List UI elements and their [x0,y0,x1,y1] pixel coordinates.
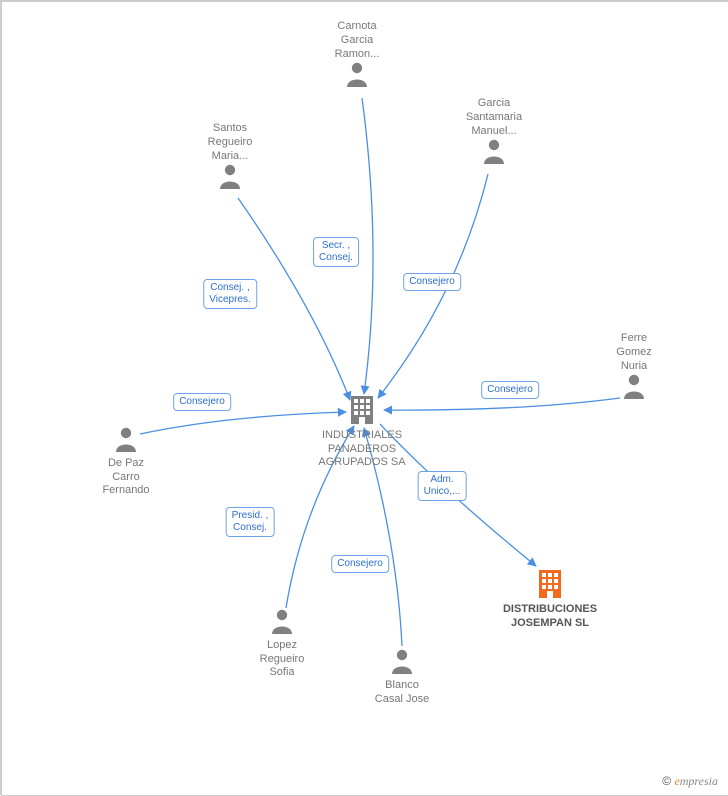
node-garcia[interactable]: Garcia Santamaria Manuel... [434,97,554,169]
edge-label-garcia-center: Consejero [403,273,461,291]
edge-label-blanco-center: Consejero [331,555,389,573]
node-label: De Paz Carro Fernando [66,457,186,498]
edge-carnota-center [362,98,373,394]
node-label: Garcia Santamaria Manuel... [434,97,554,138]
node-depaz[interactable]: De Paz Carro Fernando [66,426,186,498]
node-carnota[interactable]: Carnota Garcia Ramon... [297,20,417,92]
edge-label-depaz-center: Consejero [173,393,231,411]
edge-label-center-distrib: Adm. Unico,... [418,471,467,501]
node-label: Carnota Garcia Ramon... [297,20,417,61]
node-label: Ferre Gomez Nuria [574,332,694,373]
node-label: DISTRIBUCIONES JOSEMPAN SL [490,603,610,631]
person-icon [114,443,138,455]
person-icon [390,665,414,677]
node-santos[interactable]: Santos Regueiro Maria... [170,122,290,194]
node-label: Lopez Regueiro Sofia [222,639,342,680]
edge-label-santos-center: Consej. , Vicepres. [203,279,257,309]
node-label: Blanco Casal Jose [342,679,462,707]
footer-copyright: © empresia [662,774,718,789]
node-ferre[interactable]: Ferre Gomez Nuria [574,332,694,404]
company-icon [348,415,376,427]
person-icon [345,78,369,90]
node-lopez[interactable]: Lopez Regueiro Sofia [222,608,342,680]
person-icon [622,390,646,402]
edge-label-lopez-center: Presid. , Consej. [226,507,275,537]
edge-label-ferre-center: Consejero [481,381,539,399]
node-label: Santos Regueiro Maria... [170,122,290,163]
node-distrib[interactable]: DISTRIBUCIONES JOSEMPAN SL [490,568,610,630]
person-icon [482,155,506,167]
brand-rest: mpresia [680,774,718,788]
person-icon [218,180,242,192]
node-blanco[interactable]: Blanco Casal Jose [342,648,462,706]
edge-label-carnota-center: Secr. , Consej. [313,237,359,267]
node-center-company[interactable]: INDUSTRIALES PANADEROS AGRUPADOS SA [302,394,422,470]
person-icon [270,625,294,637]
node-label: INDUSTRIALES PANADEROS AGRUPADOS SA [302,429,422,470]
company-icon [536,589,564,601]
copyright-symbol: © [662,774,671,788]
